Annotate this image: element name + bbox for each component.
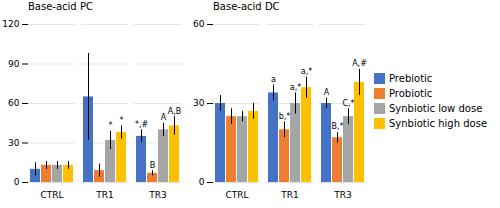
svg-text:0: 0: [14, 177, 20, 187]
svg-text:TR3: TR3: [148, 190, 166, 200]
svg-text:*: *: [109, 121, 113, 130]
html-text:Prebiotic: Prebiotic: [389, 73, 433, 84]
svg-text:b,*: b,*: [279, 112, 291, 121]
html-text:Synbiotic high dose: Synbiotic high dose: [389, 118, 487, 129]
svg-text:a: a: [271, 75, 276, 84]
svg-text:60: 60: [193, 19, 205, 29]
svg-text:A,#: A,#: [352, 59, 367, 68]
svg-text:30: 30: [8, 138, 20, 148]
html-text:Synbiotic low dose: Synbiotic low dose: [389, 103, 483, 114]
svg-text:0: 0: [199, 177, 205, 187]
svg-text:*,#: *,#: [135, 120, 149, 129]
svg-text:*: *: [120, 116, 124, 125]
html-text:Base-acid DC: Base-acid DC: [213, 1, 280, 12]
svg-text:A,B: A,B: [168, 107, 182, 116]
svg-text:C,*: C,*: [342, 99, 354, 108]
html-text:Base-acid PC: Base-acid PC: [28, 1, 93, 12]
svg-text:TR1: TR1: [280, 190, 298, 200]
svg-text:CTRL: CTRL: [40, 190, 63, 200]
svg-text:a,*: a,*: [290, 83, 301, 92]
svg-text:30: 30: [193, 98, 205, 108]
svg-text:120: 120: [2, 19, 19, 29]
svg-text:TR3: TR3: [333, 190, 351, 200]
svg-text:90: 90: [8, 59, 20, 69]
svg-text:TR1: TR1: [95, 190, 113, 200]
svg-text:A: A: [324, 88, 330, 97]
svg-text:B,*: B,*: [331, 122, 343, 131]
svg-text:60: 60: [8, 98, 20, 108]
svg-text:a,*: a,*: [301, 67, 312, 76]
svg-text:CTRL: CTRL: [225, 190, 248, 200]
html-text:Probiotic: Probiotic: [389, 88, 433, 99]
svg-text:A: A: [161, 113, 167, 122]
svg-text:B: B: [150, 161, 156, 170]
